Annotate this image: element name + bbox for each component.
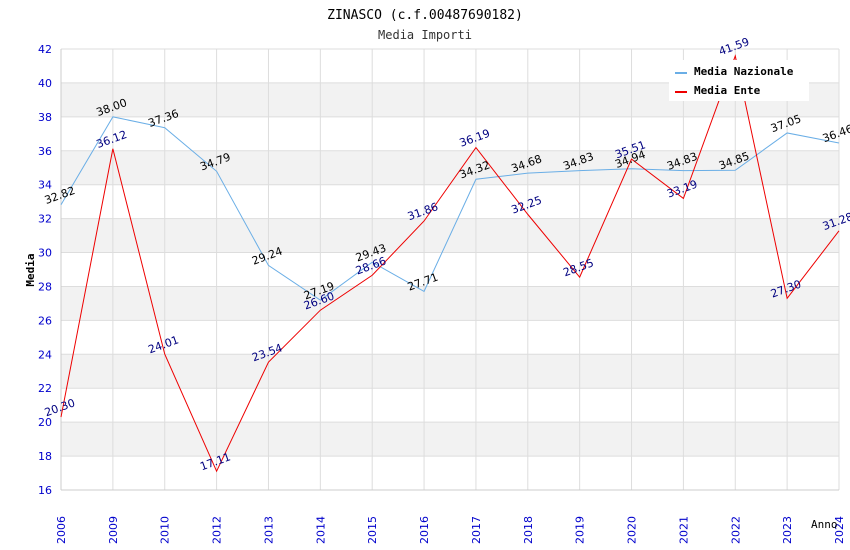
band bbox=[61, 354, 839, 389]
x-tick-label: 2010 bbox=[159, 516, 172, 544]
y-tick-label: 16 bbox=[38, 484, 52, 497]
series-lines bbox=[60, 54, 840, 473]
x-tick-label: 2019 bbox=[574, 516, 587, 544]
x-axis-ticks: 2006 2009 2010 2012 2013 2014 2015 2016 2017 2018… bbox=[55, 516, 846, 544]
legend-label-ente: Media Ente bbox=[694, 84, 761, 97]
y-tick-label: 22 bbox=[38, 382, 52, 395]
y-axis-ticks: 16 18 20 22 24 26 28 30 32 34 36 38 40 42 bbox=[38, 43, 52, 497]
data-label-nazionale: 36.46 bbox=[821, 122, 850, 145]
y-tick-label: 18 bbox=[38, 450, 52, 463]
x-tick-label: 2006 bbox=[55, 516, 68, 544]
y-tick-label: 36 bbox=[38, 145, 52, 158]
y-tick-label: 32 bbox=[38, 213, 52, 226]
y-tick-label: 42 bbox=[38, 43, 52, 56]
y-tick-label: 28 bbox=[38, 280, 52, 293]
data-label-ente: 20.30 bbox=[43, 396, 77, 419]
y-tick-label: 34 bbox=[38, 179, 52, 192]
x-tick-label: 2014 bbox=[314, 516, 327, 544]
x-tick-label: 2021 bbox=[677, 516, 690, 544]
grid-lines bbox=[60, 48, 840, 491]
x-tick-label: 2018 bbox=[522, 516, 535, 544]
y-axis-label: Media bbox=[24, 253, 37, 286]
data-label-ente: 24.01 bbox=[147, 333, 181, 356]
x-tick-label: 2012 bbox=[211, 516, 224, 544]
x-tick-label: 2015 bbox=[366, 516, 379, 544]
chart-subtitle: Media Importi bbox=[378, 28, 472, 42]
x-tick-label: 2009 bbox=[107, 516, 120, 544]
legend-box bbox=[669, 60, 809, 101]
band bbox=[61, 286, 839, 321]
chart-title: ZINASCO (c.f.00487690182) bbox=[327, 8, 523, 23]
legend-label-nazionale: Media Nazionale bbox=[694, 65, 794, 78]
x-tick-label: 2013 bbox=[262, 516, 275, 544]
data-label-ente: 36.19 bbox=[458, 127, 492, 150]
y-tick-label: 20 bbox=[38, 416, 52, 429]
x-tick-label: 2023 bbox=[781, 516, 794, 544]
band bbox=[61, 150, 839, 185]
y-tick-label: 30 bbox=[38, 247, 52, 260]
y-tick-label: 38 bbox=[38, 111, 52, 124]
data-label-ente: 36.12 bbox=[95, 128, 129, 151]
y-tick-label: 24 bbox=[38, 348, 52, 361]
data-label-ente: 41.59 bbox=[717, 35, 751, 58]
y-tick-label: 40 bbox=[38, 77, 52, 90]
band bbox=[61, 422, 839, 457]
x-tick-label: 2024 bbox=[833, 516, 846, 544]
series-line-ente bbox=[60, 54, 840, 473]
legend: Media Nazionale Media Ente bbox=[669, 60, 809, 101]
x-tick-label: 2020 bbox=[626, 516, 639, 544]
x-axis-label: Anno bbox=[811, 518, 838, 531]
x-tick-label: 2022 bbox=[729, 516, 742, 544]
x-tick-label: 2017 bbox=[470, 516, 483, 544]
series-line-nazionale bbox=[60, 116, 840, 301]
y-tick-label: 26 bbox=[38, 314, 52, 327]
x-tick-label: 2016 bbox=[418, 516, 431, 544]
